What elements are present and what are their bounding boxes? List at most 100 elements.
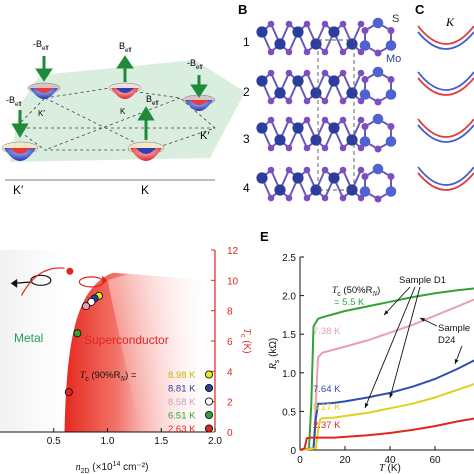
hysteresis-loop-black bbox=[30, 274, 52, 286]
legend-marker bbox=[204, 397, 214, 406]
s-atom bbox=[321, 116, 329, 124]
y-tick-label: 8 bbox=[227, 307, 233, 318]
region-label-superconductor: Superconductor bbox=[84, 333, 169, 347]
curve-label: 7.64 K bbox=[313, 384, 341, 395]
band-curve-upper bbox=[417, 166, 474, 186]
mo-atom bbox=[328, 26, 340, 38]
mo-atom bbox=[372, 163, 384, 175]
y-tick-label: 0 bbox=[227, 428, 233, 439]
field-label-neg-1: -Beff bbox=[33, 39, 49, 52]
legend-title-sub2: N bbox=[119, 375, 125, 383]
s-atom bbox=[339, 166, 347, 174]
mo-atom bbox=[328, 75, 340, 87]
tc-var: T bbox=[332, 286, 338, 296]
s-atom bbox=[285, 97, 293, 105]
mo-atom bbox=[274, 87, 286, 99]
curve-label: 8.17 K bbox=[313, 402, 341, 413]
s-atom bbox=[357, 194, 365, 202]
s-atom bbox=[303, 97, 311, 105]
mo-atom bbox=[310, 87, 322, 99]
s-atom bbox=[361, 76, 369, 83]
field-arrow-down-2 bbox=[190, 75, 208, 98]
curve bbox=[299, 359, 474, 451]
legend-marker bbox=[204, 410, 214, 420]
valley-cone-kp-bottom bbox=[1, 141, 39, 161]
curve bbox=[299, 298, 474, 451]
legend-title-var: T bbox=[80, 371, 86, 381]
band-curve-upper bbox=[417, 25, 474, 45]
arrow-left-head bbox=[10, 278, 18, 288]
x-tick-label: 0.5 bbox=[47, 436, 61, 447]
band-curve-lower bbox=[417, 124, 474, 143]
s-atom bbox=[361, 27, 369, 34]
sample-d1-label: Sample D1 bbox=[399, 275, 446, 286]
annotation-arrow bbox=[383, 286, 411, 316]
legend-label: 8.81 K bbox=[168, 384, 196, 395]
tc-mid: (50%R bbox=[341, 285, 373, 296]
y-tick-label: 10 bbox=[227, 276, 239, 287]
mo-atom bbox=[310, 184, 322, 196]
x-label-unit: (×10 bbox=[90, 462, 114, 473]
x-tick-label: 0 bbox=[297, 455, 303, 466]
y-tick-label: 2.5 bbox=[282, 253, 296, 264]
y-axis-label: Tc (K) bbox=[239, 328, 252, 353]
y-tick-label: 4 bbox=[227, 367, 233, 378]
valley-cone-k-bottom bbox=[127, 141, 165, 161]
layer-number-3: 3 bbox=[243, 132, 250, 146]
panel-a: -Beff Beff -Beff -Beff Beff K′ K K′ K′ K bbox=[1, 39, 245, 197]
mo-atom bbox=[256, 122, 268, 134]
legend-marker bbox=[204, 370, 214, 379]
y-tick-label: 0.5 bbox=[282, 407, 296, 418]
s-atom bbox=[285, 48, 293, 56]
mo-atom bbox=[385, 40, 397, 51]
y-tick-label: 1.0 bbox=[282, 369, 296, 380]
dashed-selection-box bbox=[317, 39, 355, 191]
panel-d: 0.5 1.0 1.5 2.0 0 2 4 6 8 10 12 n2D (×1014 cm⁻²) Tc … bbox=[0, 246, 252, 474]
s-atom bbox=[339, 97, 347, 105]
s-atom bbox=[339, 69, 347, 77]
s-atom bbox=[339, 116, 347, 124]
field-label-neg-2: -Beff bbox=[187, 58, 203, 71]
panel-label-e: E bbox=[260, 229, 269, 244]
s-atom bbox=[339, 144, 347, 152]
hysteresis-marker bbox=[66, 267, 74, 275]
mo-atom bbox=[274, 184, 286, 196]
s-atom bbox=[303, 69, 311, 77]
mo-atom bbox=[372, 66, 384, 78]
y-label-var: T bbox=[241, 328, 252, 335]
dashed-hexagon bbox=[14, 87, 216, 151]
x-label-var: n bbox=[76, 462, 81, 473]
layer-number-2: 2 bbox=[243, 85, 250, 99]
s-atom bbox=[321, 194, 329, 202]
legend: Tc (90%RN) = 8.98 K 8.81 K 8.58 K 6.51 K 2.63… bbox=[80, 370, 214, 435]
y-tick-label: 2 bbox=[227, 398, 233, 409]
mo-atom bbox=[292, 26, 304, 38]
s-atom bbox=[357, 20, 365, 28]
mo-atom bbox=[346, 134, 358, 146]
s-atom bbox=[339, 194, 347, 202]
s-atom bbox=[321, 48, 329, 56]
legend-label: 8.58 K bbox=[168, 397, 196, 408]
data-point bbox=[64, 388, 73, 397]
red-trace bbox=[20, 267, 65, 296]
field-arrow-up-2 bbox=[137, 106, 155, 140]
s-atom bbox=[321, 97, 329, 105]
s-atom bbox=[267, 166, 275, 174]
y-label-unit: (K) bbox=[241, 337, 252, 353]
data-point bbox=[81, 302, 91, 311]
valley-label-k-small: K bbox=[120, 107, 126, 116]
s-atom bbox=[387, 27, 395, 34]
s-atom bbox=[339, 48, 347, 56]
field-label-pos-2: Beff bbox=[146, 94, 159, 107]
field-label-pos-1: Beff bbox=[119, 41, 132, 54]
panel-label-c: C bbox=[415, 2, 425, 17]
mo-atom bbox=[292, 172, 304, 184]
band-curve-upper bbox=[417, 118, 474, 138]
s-atom bbox=[357, 166, 365, 174]
sample-d24-label-a: Sample bbox=[438, 323, 470, 334]
valley-cone-kp-top bbox=[27, 82, 61, 99]
s-atom bbox=[321, 144, 329, 152]
x-label-end: cm⁻²) bbox=[120, 462, 148, 473]
arrow-right-head bbox=[102, 275, 108, 285]
mo-atom bbox=[256, 26, 268, 38]
